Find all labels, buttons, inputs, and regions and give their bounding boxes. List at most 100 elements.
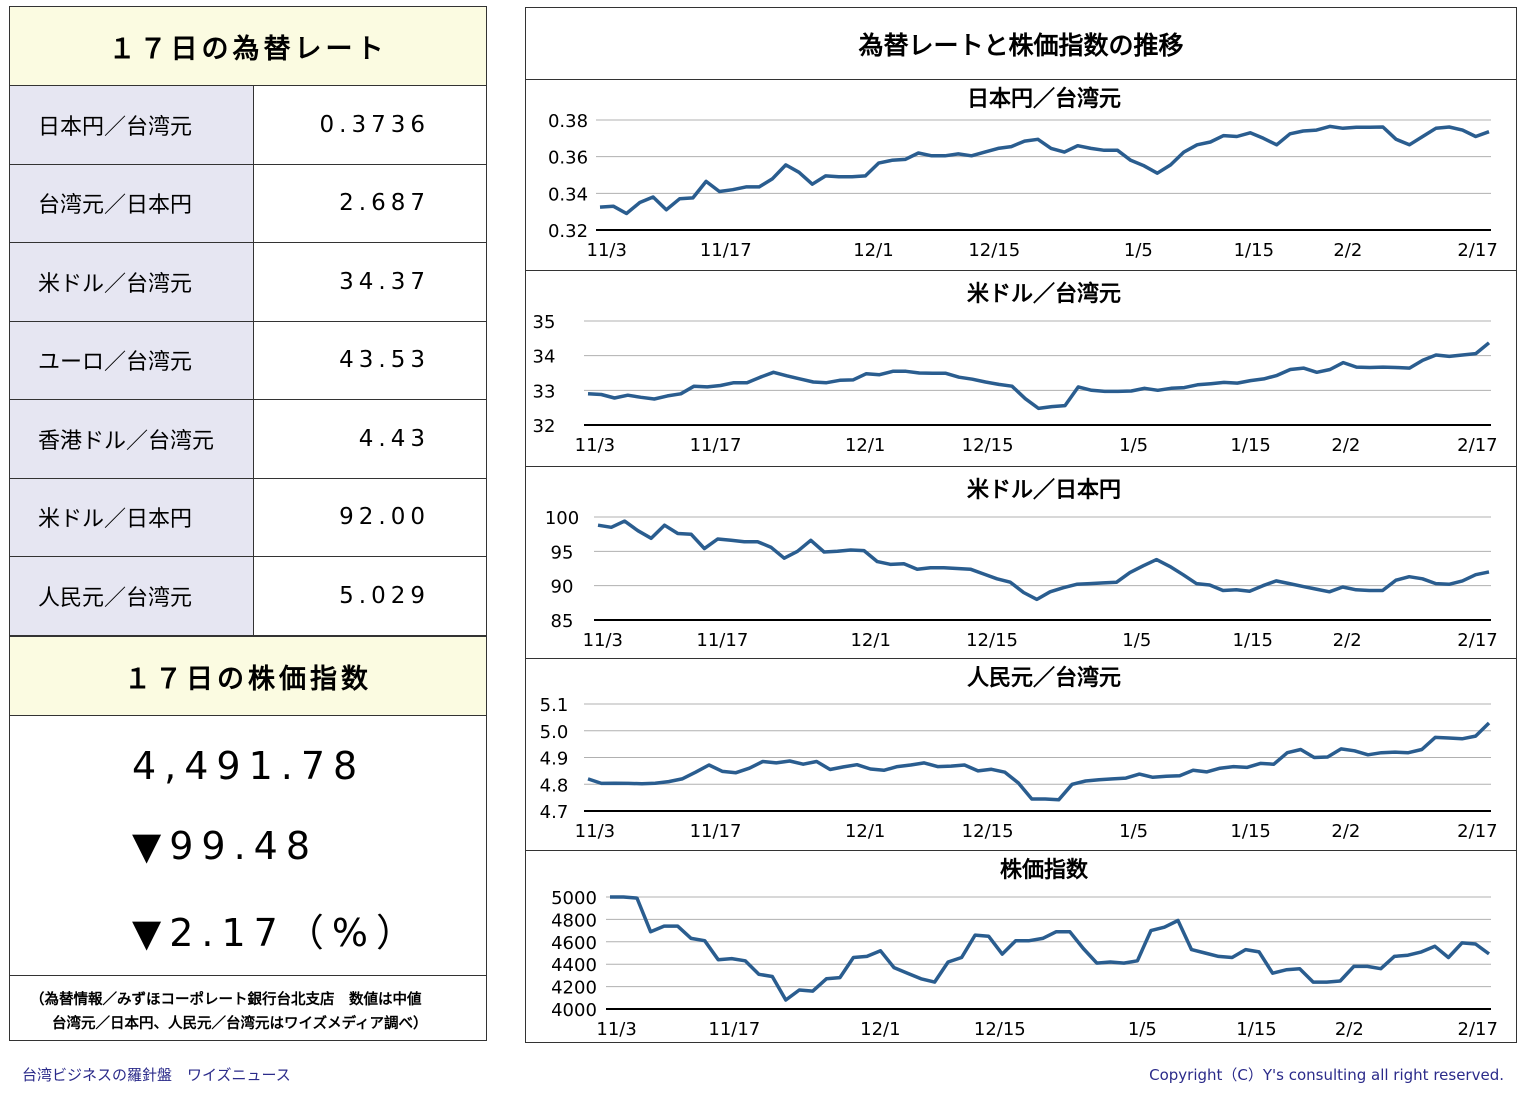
y-tick-label: 0.34 <box>548 184 588 205</box>
y-tick-label: 100 <box>545 508 579 529</box>
rate-name: 米ドル／日本円 <box>10 478 254 556</box>
x-tick-label: 1/5 <box>1119 435 1148 456</box>
x-tick-label: 1/5 <box>1122 630 1151 651</box>
y-tick-label: 5.0 <box>540 722 569 743</box>
x-tick-label: 11/17 <box>696 630 748 651</box>
line-chart: 米ドル／日本円 100 95 90 85 11/3 11/17 12/1 12/15 1/5 1/1… <box>545 478 1498 651</box>
y-tick-label: 0.36 <box>548 148 588 169</box>
footer-copyright: Copyright（C）Y's consulting all right res… <box>1149 1066 1504 1084</box>
x-tick-label: 11/17 <box>708 1019 760 1040</box>
x-tick-label: 12/15 <box>968 240 1020 261</box>
y-tick-label: 0.38 <box>548 111 588 132</box>
chart-title: 米ドル／日本円 <box>967 478 1121 503</box>
x-tick-label: 11/3 <box>583 630 623 651</box>
chart-divider <box>526 270 1516 271</box>
x-tick-label: 2/17 <box>1458 1019 1498 1040</box>
rate-value: 0.3736 <box>319 111 430 138</box>
y-tick-label: 95 <box>551 542 574 563</box>
rate-row: 台湾元／日本円 2.687 <box>10 164 486 243</box>
x-tick-label: 1/5 <box>1128 1019 1157 1040</box>
y-tick-label: 35 <box>533 312 556 333</box>
chart-section: 米ドル／日本円 100 95 90 85 11/3 11/17 12/1 12/15 1/5 1/1… <box>526 466 1516 658</box>
rates-title: １７日の為替レート <box>10 7 486 86</box>
chart-title: 米ドル／台湾元 <box>967 281 1121 307</box>
x-tick-label: 2/2 <box>1333 630 1362 651</box>
stock-change-percent: ▼2.17（%） <box>132 911 422 955</box>
y-tick-label: 4600 <box>551 933 597 954</box>
chart-divider <box>526 850 1516 851</box>
x-tick-label: 1/15 <box>1234 240 1274 261</box>
rate-name: 日本円／台湾元 <box>10 86 254 164</box>
rate-value: 92.00 <box>339 504 430 531</box>
series-line <box>587 341 1491 411</box>
y-tick-label: 85 <box>551 611 574 632</box>
chart-title: 日本円／台湾元 <box>967 86 1121 112</box>
rate-row: 香港ドル／台湾元 4.43 <box>10 400 486 479</box>
x-tick-label: 11/3 <box>596 1019 636 1040</box>
rate-name: 米ドル／台湾元 <box>10 243 254 321</box>
x-tick-label: 1/5 <box>1124 240 1153 261</box>
x-tick-label: 2/2 <box>1331 821 1360 842</box>
y-tick-label: 90 <box>551 577 574 598</box>
y-tick-label: 33 <box>533 381 556 402</box>
rate-name: 台湾元／日本円 <box>10 164 254 242</box>
trend-title: 為替レートと株価指数の推移 <box>526 8 1516 80</box>
chart-title: 株価指数 <box>1000 857 1089 883</box>
x-tick-label: 11/3 <box>587 240 627 261</box>
source-note: （為替情報／みずほコーポレート銀行台北支店 数値は中値 台湾元／日本円、人民元／… <box>10 975 486 1041</box>
y-tick-label: 4.8 <box>540 775 569 796</box>
y-tick-label: 4400 <box>551 955 597 976</box>
rate-value: 34.37 <box>339 268 430 295</box>
series-line <box>610 895 1491 1002</box>
x-tick-label: 2/2 <box>1335 1019 1364 1040</box>
daily-summary-panel: １７日の為替レート 日本円／台湾元 0.3736 台湾元／日本円 2.687 米ドル／台… <box>9 6 487 1041</box>
y-tick-label: 5.1 <box>540 695 569 716</box>
y-tick-label: 4200 <box>551 978 597 999</box>
y-tick-label: 4800 <box>551 910 597 931</box>
line-chart: 人民元／台湾元 5.1 5.0 4.9 4.8 4.7 11/3 11/17 12/1 12/15… <box>540 665 1498 842</box>
chart-section: 米ドル／台湾元 35 34 33 32 11/3 11/17 12/1 12/15 1/5 1/15… <box>526 270 1516 466</box>
rate-name: 香港ドル／台湾元 <box>10 400 254 478</box>
x-tick-label: 12/15 <box>966 630 1018 651</box>
series-line <box>587 721 1491 802</box>
x-tick-label: 12/15 <box>962 821 1014 842</box>
stock-title: １７日の株価指数 <box>10 636 486 716</box>
chart-title: 人民元／台湾元 <box>967 665 1121 691</box>
chart-divider <box>526 658 1516 659</box>
x-tick-label: 1/15 <box>1233 630 1273 651</box>
stock-summary: 4,491.78 ▼99.48 ▼2.17（%） <box>10 716 486 976</box>
x-tick-label: 12/15 <box>974 1019 1026 1040</box>
chart-section: 株価指数 5000 4800 4600 4400 4200 4000 11/3 11/17 12/… <box>526 850 1516 1044</box>
y-tick-label: 5000 <box>551 888 597 909</box>
x-tick-label: 2/17 <box>1457 630 1497 651</box>
rate-row: ユーロ／台湾元 43.53 <box>10 321 486 400</box>
x-tick-label: 12/1 <box>845 821 885 842</box>
rate-name: 人民元／台湾元 <box>10 557 254 635</box>
x-tick-label: 1/5 <box>1119 821 1148 842</box>
source-note-line-1: （為替情報／みずほコーポレート銀行台北支店 数値は中値 <box>30 992 422 1008</box>
y-tick-label: 4.7 <box>540 802 569 823</box>
series-line <box>597 519 1490 602</box>
x-tick-label: 11/17 <box>700 240 752 261</box>
x-tick-label: 11/3 <box>575 821 615 842</box>
rate-value: 5.029 <box>339 582 430 609</box>
x-tick-label: 1/15 <box>1230 435 1270 456</box>
x-tick-label: 11/3 <box>575 435 615 456</box>
rate-row: 米ドル／日本円 92.00 <box>10 478 486 557</box>
footer-brand: 台湾ビジネスの羅針盤 ワイズニュース <box>22 1066 291 1084</box>
y-tick-label: 0.32 <box>548 221 588 242</box>
x-tick-label: 12/1 <box>845 435 885 456</box>
x-tick-label: 2/17 <box>1457 435 1497 456</box>
line-chart: 米ドル／台湾元 35 34 33 32 11/3 11/17 12/1 12/15 1/5 1/15… <box>533 281 1498 456</box>
series-line <box>599 124 1490 216</box>
rate-row: 米ドル／台湾元 34.37 <box>10 243 486 322</box>
stock-index-value: 4,491.78 <box>132 744 366 788</box>
rate-row: 日本円／台湾元 0.3736 <box>10 86 486 165</box>
source-note-line-2: 台湾元／日本円、人民元／台湾元はワイズメディア調べ） <box>52 1016 428 1032</box>
y-tick-label: 4.9 <box>540 749 569 770</box>
y-tick-label: 34 <box>533 347 556 368</box>
x-tick-label: 12/15 <box>962 435 1014 456</box>
x-tick-label: 11/17 <box>690 821 742 842</box>
stock-change-value: ▼99.48 <box>132 824 319 868</box>
